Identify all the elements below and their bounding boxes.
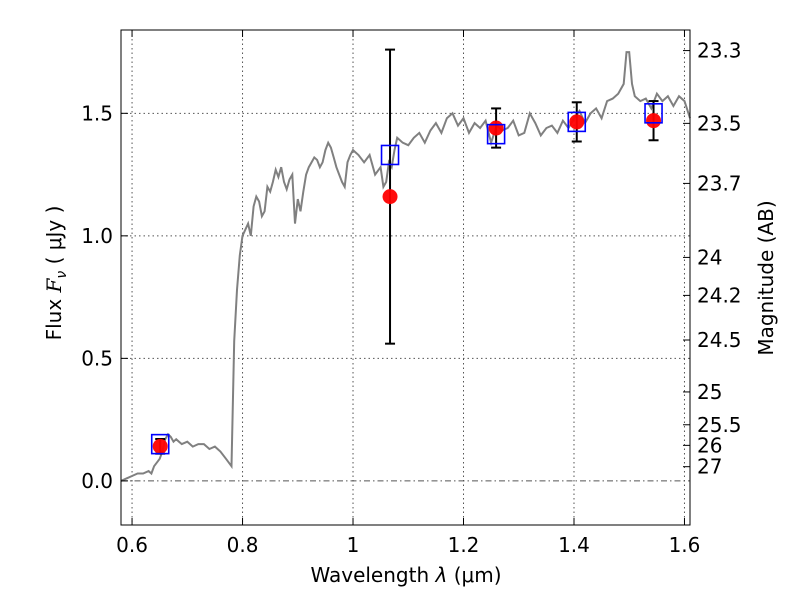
model-photometry-square [486, 123, 506, 145]
y-tick-labels: 0.0 0.5 1.0 1.5 [81, 101, 113, 493]
y-tick-label: 0.0 [81, 469, 113, 493]
x-tick-label: 0.6 [116, 533, 148, 557]
x-tick-label: 1.6 [669, 533, 701, 557]
grid-lines [121, 30, 690, 525]
plot-frame [120, 29, 691, 526]
observed-point [152, 438, 168, 454]
y2-axis-label: Magnitude (AB) [754, 200, 778, 355]
x-tick-labels: 0.6 0.8 1 1.2 1.4 1.6 [116, 533, 700, 557]
mag-tick-label: 27 [697, 455, 722, 479]
mag-tick-label: 23.5 [697, 111, 742, 135]
mag-tick-label: 24.2 [697, 283, 742, 307]
mag-tick-label: 23.7 [697, 171, 742, 195]
model-photometry-square [644, 103, 663, 124]
axis-ticks [121, 30, 690, 525]
y-tick-label: 1.5 [81, 101, 113, 125]
observed-point [382, 189, 398, 205]
x-axis-label: Wavelength λ (μm) [310, 563, 501, 587]
observed-point [646, 113, 662, 129]
observed-point [488, 120, 504, 136]
model-photometry-square [150, 433, 170, 455]
mag-tick-label: 24.5 [697, 328, 742, 352]
x-tick-label: 1.2 [448, 533, 480, 557]
model-photometry-squares [150, 103, 663, 455]
model-photometry-square [567, 111, 587, 133]
y-tick-label: 1.0 [81, 224, 113, 248]
observed-point [569, 114, 585, 130]
error-bars [155, 48, 659, 455]
x-tick-label: 0.8 [227, 533, 259, 557]
x-tick-label: 1.4 [558, 533, 590, 557]
model-sed-line [120, 51, 691, 482]
y-tick-label: 0.5 [81, 346, 113, 370]
mag-tick-label: 25 [697, 380, 722, 404]
model-photometry-square [380, 144, 400, 166]
observed-points [152, 113, 662, 454]
mag-tick-label: 26 [697, 433, 722, 457]
mag-tick-label: 24 [697, 245, 722, 269]
mag-tick-label: 25.5 [697, 413, 742, 437]
x-tick-label: 1 [347, 533, 360, 557]
y-axis-label: Flux Fν ( μJy ) [42, 206, 70, 341]
mag-tick-label: 23.3 [697, 39, 742, 63]
